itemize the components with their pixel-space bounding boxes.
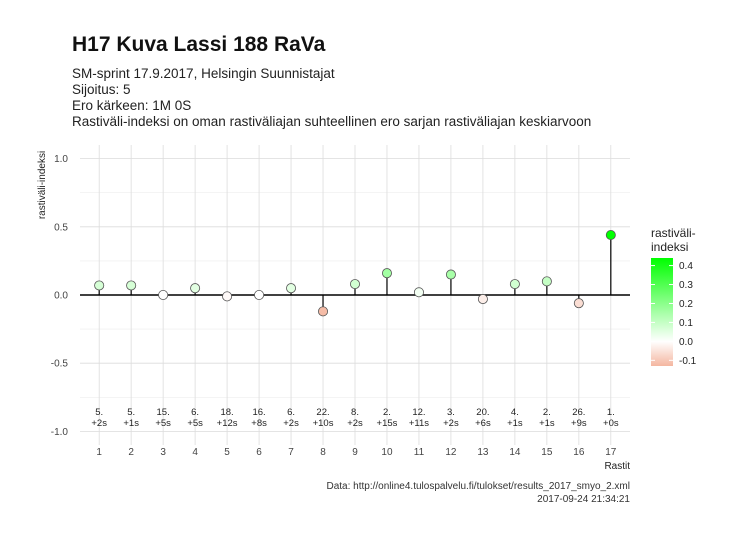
point-15 [541, 276, 552, 287]
x-tick-label: 11 [414, 447, 425, 458]
point-7 [286, 283, 297, 294]
point-12 [445, 269, 456, 280]
rank-label-7: 6. [287, 407, 295, 418]
diff-label-13: +6s [475, 418, 491, 429]
point-5 [222, 291, 233, 302]
x-tick-label: 4 [192, 447, 198, 458]
x-tick-label: 5 [224, 447, 230, 458]
rank-label-10: 2. [383, 407, 391, 418]
y-axis-title: rastiväli-indeksi [37, 151, 48, 219]
x-tick-label: 15 [541, 447, 553, 458]
legend-tick-label: 0.2 [679, 299, 693, 310]
rank-label-11: 12. [412, 407, 425, 418]
point-17 [605, 229, 616, 240]
subtitle-line-1: SM-sprint 17.9.2017, Helsingin Suunnista… [72, 66, 335, 81]
diff-label-4: +5s [187, 418, 203, 429]
diff-label-15: +1s [539, 418, 555, 429]
point-labels: 5.+2s5.+1s15.+5s6.+5s18.+12s16.+8s6.+2s2… [91, 407, 618, 429]
caption-timestamp: 2017-09-24 21:34:21 [537, 494, 630, 505]
rank-label-5: 18. [220, 407, 233, 418]
point-8 [318, 306, 329, 317]
legend-tick-label: 0.0 [679, 337, 693, 348]
legend-title-line-2: indeksi [651, 240, 688, 254]
rank-label-4: 6. [191, 407, 199, 418]
x-axis-title: Rastit [604, 461, 630, 472]
points [94, 229, 616, 317]
diff-label-10: +15s [377, 418, 398, 429]
axes: 1.00.50.0-0.5-1.01 2 3 4 5 6 7 8 9 10 11 12 13 14 15 16… [37, 151, 630, 472]
y-tick-label: -0.5 [51, 359, 69, 370]
x-tick-label: 8 [320, 447, 326, 458]
point-1 [94, 280, 105, 291]
diff-label-7: +2s [283, 418, 299, 429]
x-tick-label: 10 [381, 447, 393, 458]
point-4 [190, 283, 201, 294]
diff-label-17: +0s [603, 418, 619, 429]
rank-label-6: 16. [252, 407, 265, 418]
rank-label-2: 5. [127, 407, 135, 418]
x-tick-label: 17 [605, 447, 617, 458]
rank-label-8: 22. [316, 407, 329, 418]
rank-label-14: 4. [511, 407, 519, 418]
rank-label-3: 15. [157, 407, 170, 418]
legend-tick-label: -0.1 [679, 356, 697, 367]
x-tick-label: 9 [352, 447, 358, 458]
x-tick-label: 12 [445, 447, 457, 458]
x-tick-label: 13 [477, 447, 489, 458]
rank-label-9: 8. [351, 407, 359, 418]
y-tick-label: 0.5 [54, 222, 68, 233]
rank-label-13: 20. [476, 407, 489, 418]
x-tick-label: 16 [573, 447, 585, 458]
point-2 [126, 280, 137, 291]
rank-label-16: 26. [572, 407, 585, 418]
diff-label-11: +11s [409, 418, 429, 429]
x-tick-label: 7 [288, 447, 294, 458]
legend-tick-label: 0.3 [679, 280, 693, 291]
point-16 [573, 298, 584, 309]
y-tick-label: 0.0 [54, 291, 68, 302]
x-tick-label: 1 [96, 447, 102, 458]
rank-label-17: 1. [607, 407, 615, 418]
point-3 [158, 289, 169, 300]
point-14 [509, 279, 520, 290]
point-11 [413, 287, 424, 298]
y-tick-label: -1.0 [51, 427, 69, 438]
subtitle-line-3: Ero kärkeen: 1M 0S [72, 98, 192, 113]
diff-label-3: +5s [155, 418, 171, 429]
diff-label-2: +1s [123, 418, 139, 429]
chart-title: H17 Kuva Lassi 188 RaVa [72, 33, 326, 56]
point-9 [349, 279, 360, 290]
point-13 [477, 294, 488, 305]
x-tick-label: 3 [160, 447, 166, 458]
y-tick-label: 1.0 [54, 154, 68, 165]
diff-label-9: +2s [347, 418, 363, 429]
diff-label-8: +10s [313, 418, 334, 429]
caption: Data: http://online4.tulospalvelu.fi/tul… [326, 481, 630, 505]
legend: rastiväli-indeksi 0.4 0.3 0.2 0.1 0.0 -0.1 [651, 226, 697, 367]
diff-label-16: +9s [571, 418, 587, 429]
diff-label-6: +8s [251, 418, 267, 429]
subtitle-line-2: Sijoitus: 5 [72, 82, 131, 97]
x-tick-label: 14 [509, 447, 521, 458]
diff-label-14: +1s [507, 418, 523, 429]
legend-tick-label: 0.1 [679, 318, 693, 329]
rank-label-1: 5. [95, 407, 103, 418]
caption-source: Data: http://online4.tulospalvelu.fi/tul… [326, 481, 630, 492]
rank-label-12: 3. [447, 407, 455, 418]
legend-colorbar [651, 258, 673, 366]
rank-label-15: 2. [543, 407, 551, 418]
x-tick-label: 6 [256, 447, 262, 458]
diff-label-1: +2s [91, 418, 107, 429]
point-10 [381, 268, 392, 279]
diff-label-5: +12s [217, 418, 238, 429]
legend-title-line-1: rastiväli- [651, 226, 696, 240]
point-6 [254, 289, 265, 300]
legend-tick-label: 0.4 [679, 261, 693, 272]
diff-label-12: +2s [443, 418, 459, 429]
x-tick-label: 2 [128, 447, 134, 458]
subtitle-line-4: Rastiväli-indeksi on oman rastiväliajan … [72, 114, 592, 129]
